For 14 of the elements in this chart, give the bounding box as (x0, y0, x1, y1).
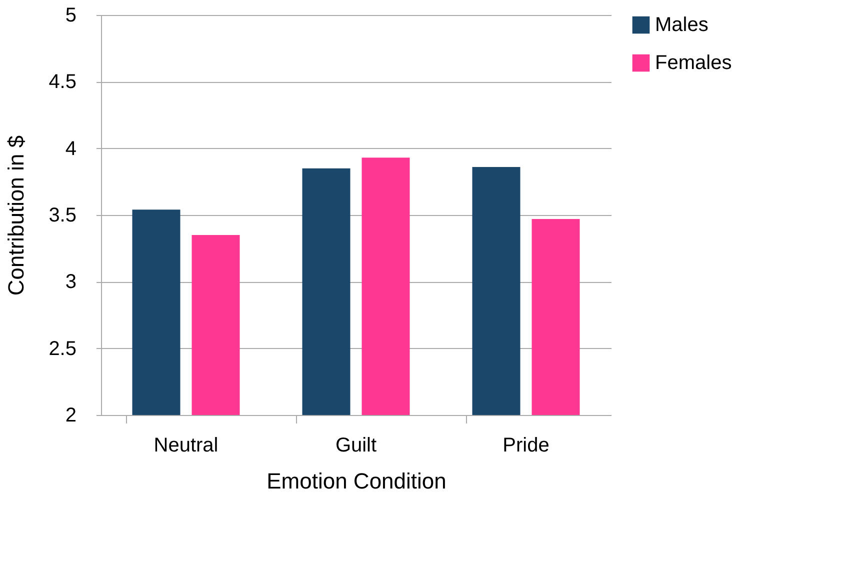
y-tick-label: 3.5 (48, 204, 76, 226)
x-tick-label: Guilt (335, 434, 378, 456)
y-tick-label: 5 (65, 4, 76, 26)
legend-label: Males (655, 14, 708, 36)
y-tick-label: 4 (65, 138, 76, 160)
y-tick-label: 3 (65, 271, 76, 294)
x-tick-label: Pride (502, 434, 550, 456)
x-tick-label: Neutral (154, 434, 218, 456)
y-tick-label: 2 (65, 404, 76, 426)
y-tick-label: 2.5 (48, 338, 76, 360)
x-axis-title: Emotion Condition (266, 468, 446, 494)
y-axis-title: Contribution in $ (4, 135, 29, 296)
y-tick-label: 4.5 (48, 71, 76, 94)
legend-label: Females (655, 52, 732, 74)
